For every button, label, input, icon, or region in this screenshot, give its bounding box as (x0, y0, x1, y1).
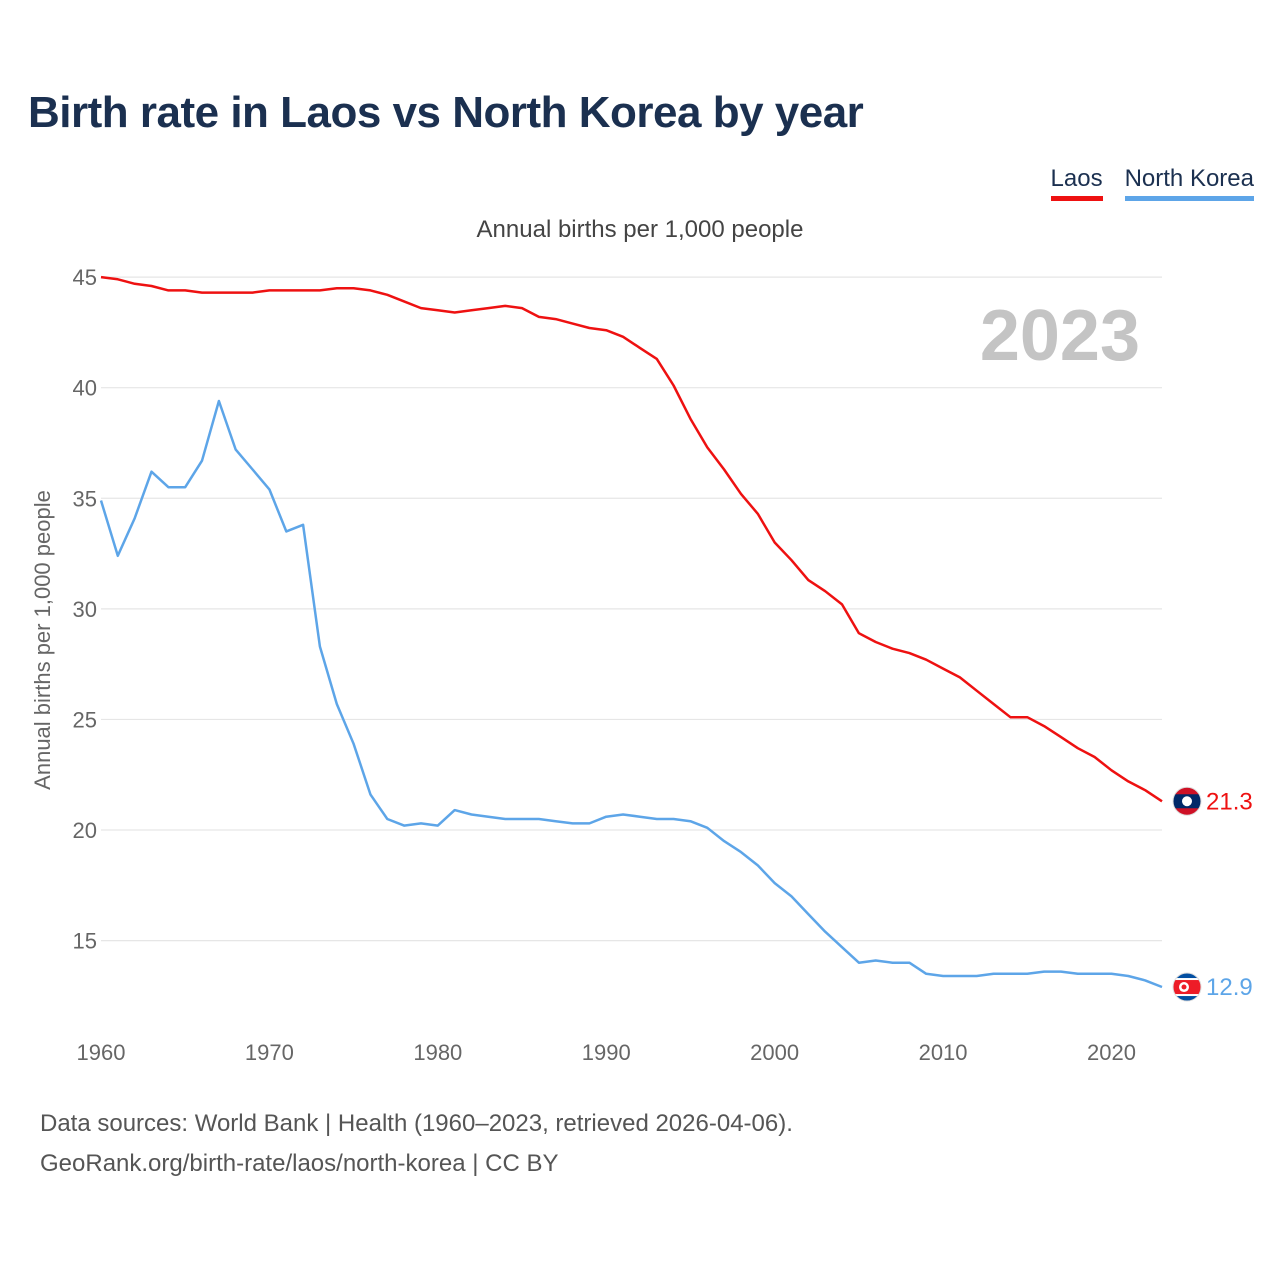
legend-item-north-korea[interactable]: North Korea (1124, 164, 1254, 201)
north-korea-end-label: 12.9 (1206, 974, 1253, 1001)
x-tick-label: 1960 (77, 1040, 126, 1065)
y-tick-label: 35 (73, 486, 97, 511)
x-tick-label: 2000 (750, 1040, 799, 1065)
y-tick-label: 45 (73, 265, 97, 290)
legend-item-laos[interactable]: Laos (1050, 164, 1103, 201)
series-line-north-korea (99, 399, 1163, 989)
laos-end-label: 21.3 (1206, 788, 1253, 815)
y-tick-label: 15 (73, 929, 97, 954)
legend: Laos North Korea (1050, 164, 1254, 201)
chart-subtitle: Annual births per 1,000 people (476, 216, 804, 243)
y-tick-label: 40 (73, 376, 97, 401)
footer-sources: Data sources: World Bank | Health (1960–… (40, 1110, 793, 1137)
footer: Data sources: World Bank | Health (1960–… (40, 1104, 793, 1184)
x-tick-label: 2010 (919, 1040, 968, 1065)
y-tick-label: 30 (73, 597, 97, 622)
x-tick-label: 1980 (413, 1040, 462, 1065)
series-line-laos (100, 275, 1163, 803)
chart-title: Birth rate in Laos vs North Korea by yea… (28, 88, 864, 137)
north-korea-flag-icon (1172, 972, 1202, 1002)
x-tick-label: 1970 (245, 1040, 294, 1065)
x-tick-label: 2020 (1087, 1040, 1136, 1065)
laos-flag-icon (1172, 786, 1202, 816)
year-label: 2023 (980, 296, 1140, 376)
y-tick-label: 20 (73, 818, 97, 843)
footer-attribution[interactable]: GeoRank.org/birth-rate/laos/north-korea … (40, 1150, 559, 1177)
y-axis-label: Annual births per 1,000 people (30, 490, 55, 790)
y-tick-label: 25 (73, 707, 97, 732)
x-tick-label: 1990 (582, 1040, 631, 1065)
